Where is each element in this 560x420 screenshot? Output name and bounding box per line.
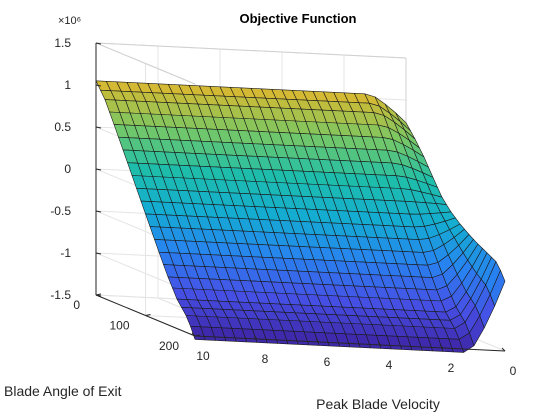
x-tick-label: 8 xyxy=(262,352,269,366)
y-tick-mark xyxy=(145,314,151,316)
z-tick-mark xyxy=(95,126,102,129)
x-axis-line xyxy=(194,335,506,352)
y-tick-mark xyxy=(194,334,201,337)
surface-cell xyxy=(489,270,506,307)
z-tick-label: 0 xyxy=(64,162,71,176)
x-axis-label: Peak Blade Velocity xyxy=(316,396,440,412)
y-tick-label: 0 xyxy=(73,298,80,312)
z-tick-label: 0.5 xyxy=(54,120,71,134)
chart-title: Objective Function xyxy=(239,11,356,26)
x-tick-label: 6 xyxy=(324,355,331,369)
x-tick-mark xyxy=(191,332,196,337)
y-tick-label: 100 xyxy=(109,319,129,333)
y-tick-mark xyxy=(95,293,102,296)
z-axis-multiplier: ×10⁶ xyxy=(58,15,81,27)
x-tick-mark xyxy=(253,335,258,340)
z-axis-ticks: 1.5 1 0.5 0 -0.5 -1 -1.5 xyxy=(50,36,102,302)
z-tick-mark xyxy=(95,42,102,45)
y-tick-label: 200 xyxy=(159,339,179,353)
y-axis-ticks: 0 100 200 xyxy=(73,293,201,353)
x-tick-label: 10 xyxy=(196,349,210,363)
z-tick-mark xyxy=(95,252,102,255)
x-tick-mark xyxy=(439,344,444,349)
z-tick-mark xyxy=(95,168,102,171)
x-tick-label: 2 xyxy=(448,361,455,375)
z-tick-mark xyxy=(95,84,102,87)
x-axis-ticks: 10 8 6 4 2 0 xyxy=(191,332,517,378)
z-tick-mark xyxy=(95,210,102,213)
z-tick-label: 1.5 xyxy=(54,36,71,50)
y-axis-label: Blade Angle of Exit xyxy=(4,383,122,399)
z-tick-label: 1 xyxy=(64,78,71,92)
x-tick-label: 4 xyxy=(386,358,393,372)
z-tick-label: -1.5 xyxy=(50,288,71,302)
z-tick-label: -0.5 xyxy=(50,204,71,218)
surface-mesh xyxy=(95,80,506,353)
x-tick-mark xyxy=(501,347,506,352)
x-tick-mark xyxy=(315,338,320,343)
x-tick-label: 0 xyxy=(510,364,517,378)
x-tick-mark xyxy=(377,341,382,346)
z-tick-label: -1 xyxy=(60,246,71,260)
